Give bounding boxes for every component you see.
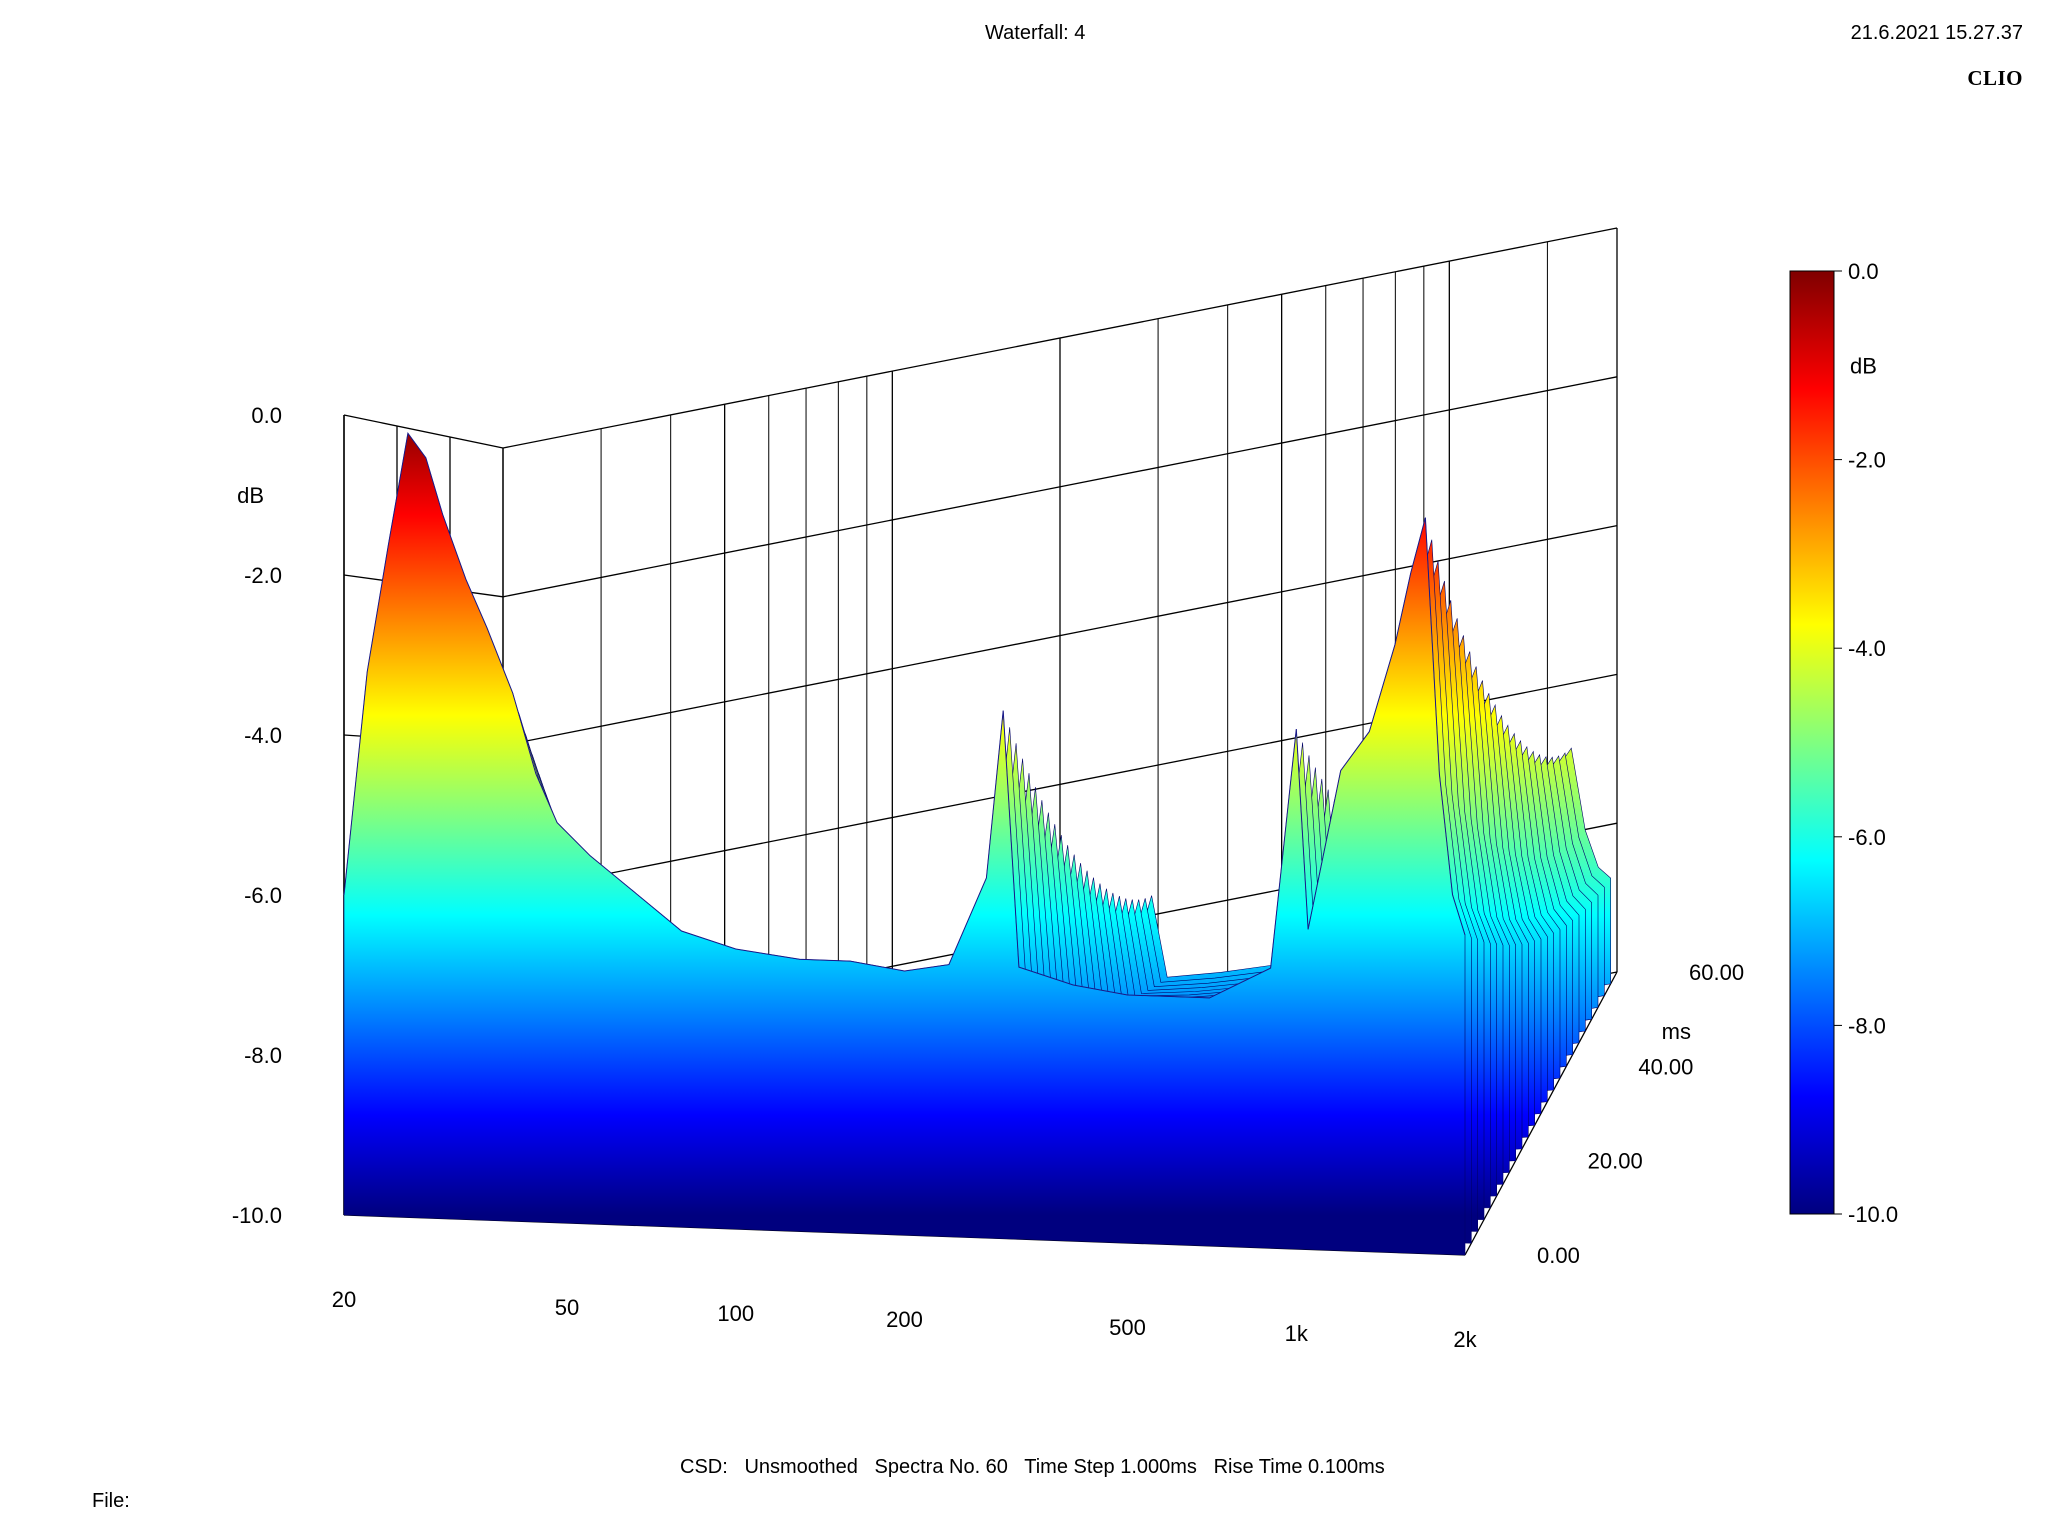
file-label: File: [92,1490,130,1512]
colorbar-tick-label: -6.0 [1848,825,1886,850]
colorbar-tick-label: -4.0 [1848,636,1886,661]
colorbar-tick-label: -10.0 [1848,1202,1898,1227]
chart-title: Waterfall: 4 [985,22,1086,44]
colorbar-unit-label: dB [1850,353,1877,378]
z-tick-label: 60.00 [1689,960,1744,985]
x-tick-label: 20 [332,1287,356,1312]
x-tick-label: 1k [1285,1321,1309,1346]
z-axis-unit-label: ms [1662,1019,1691,1044]
y-tick-label: -6.0 [244,883,282,908]
x-tick-label: 2k [1453,1327,1477,1352]
brand-logo: CLIO [1967,66,2023,90]
back-wall-db-gridline [502,227,1618,449]
side-wall-db-gridline [343,414,504,449]
x-tick-label: 100 [717,1301,754,1326]
y-axis-unit-label: dB [237,483,264,508]
z-tick-label: 40.00 [1638,1054,1693,1079]
measurement-settings: CSD: Unsmoothed Spectra No. 60 Time Step… [680,1456,1385,1478]
y-tick-label: -4.0 [244,723,282,748]
x-tick-label: 500 [1109,1315,1146,1340]
y-tick-label: 0.0 [251,403,282,428]
front-slice-line [343,432,1466,999]
colorbar-tick-label: -2.0 [1848,448,1886,473]
colorbar [1789,270,1835,1215]
x-tick-label: 200 [886,1307,923,1332]
back-wall-db-gridline [502,376,1618,598]
y-tick-label: -2.0 [244,563,282,588]
colorbar-tick-label: -8.0 [1848,1013,1886,1038]
z-tick-label: 0.00 [1537,1243,1580,1268]
x-tick-label: 50 [555,1295,579,1320]
colorbar-tick-label: 0.0 [1848,259,1879,284]
waterfall-slice [343,432,1466,1256]
y-tick-label: -10.0 [232,1203,282,1228]
y-tick-label: -8.0 [244,1043,282,1068]
timestamp: 21.6.2021 15.27.37 [1850,22,2023,44]
z-tick-label: 20.00 [1588,1149,1643,1174]
